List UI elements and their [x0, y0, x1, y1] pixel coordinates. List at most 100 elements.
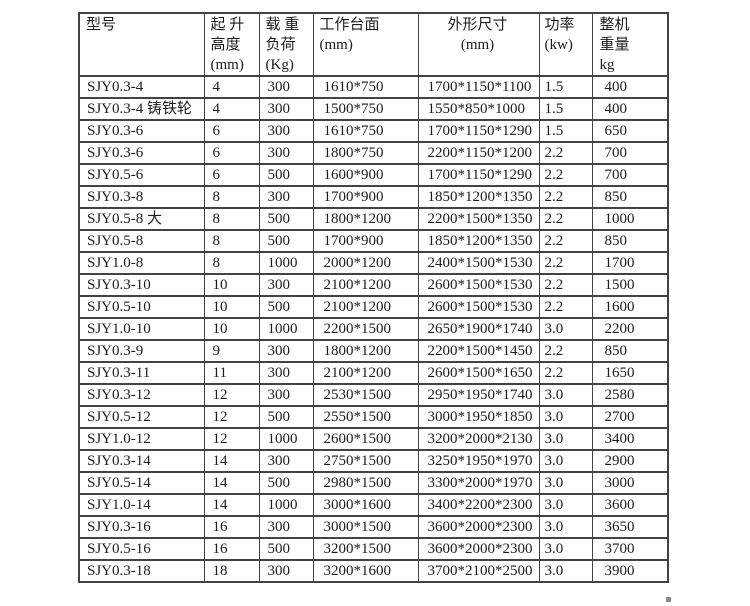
cell-lift-height: 6	[203, 119, 260, 143]
table-row: SJY1.0-14 14 1000 3000*1600 3400*2200*2300 3.…	[78, 493, 669, 517]
cell-dimensions: 3000*1950*1850	[417, 405, 540, 429]
cell-weight: 1650	[591, 361, 669, 385]
cell-lift-height: 8	[203, 229, 260, 253]
cell-dimensions: 2600*1500*1650	[417, 361, 540, 385]
cell-load: 300	[258, 383, 314, 407]
cell-model: SJY0.5-12	[78, 405, 205, 429]
cell-load: 500	[258, 471, 314, 495]
cell-power: 1.5	[538, 75, 593, 99]
cell-lift-height: 14	[203, 449, 260, 473]
cell-load: 300	[258, 361, 314, 385]
header-power: 功率 (kw)	[538, 12, 593, 77]
table-row: SJY0.3-8 8 300 1700*900 1850*1200*1350 2.2 850	[78, 185, 669, 209]
cell-lift-height: 4	[203, 97, 260, 121]
header-weight: 整机 重量 kg	[591, 12, 669, 77]
cell-dimensions: 3700*2100*2500	[417, 559, 540, 583]
cell-power: 3.0	[538, 383, 593, 407]
cell-lift-height: 12	[203, 383, 260, 407]
cell-weight: 3400	[591, 427, 669, 451]
cell-lift-height: 4	[203, 75, 260, 99]
cell-weight: 400	[591, 75, 669, 99]
table-row: SJY0.3-4 4 300 1610*750 1700*1150*1100 1.5 400	[78, 75, 669, 99]
cell-model: SJY1.0-8	[78, 251, 205, 275]
cell-platform: 2530*1500	[312, 383, 419, 407]
cell-dimensions: 3200*2000*2130	[417, 427, 540, 451]
cell-platform: 2980*1500	[312, 471, 419, 495]
cell-model: SJY0.3-11	[78, 361, 205, 385]
table-row: SJY0.3-6 6 300 1800*750 2200*1150*1200 2.2 700	[78, 141, 669, 165]
cell-platform: 3200*1600	[312, 559, 419, 583]
cell-dimensions: 3600*2000*2300	[417, 537, 540, 561]
cell-model: SJY0.3-10	[78, 273, 205, 297]
cell-dimensions: 3400*2200*2300	[417, 493, 540, 517]
cell-power: 3.0	[538, 515, 593, 539]
cell-platform: 1610*750	[312, 119, 419, 143]
cell-model: SJY0.3-12	[78, 383, 205, 407]
cell-model: SJY0.3-14	[78, 449, 205, 473]
cell-weight: 1000	[591, 207, 669, 231]
cell-platform: 2750*1500	[312, 449, 419, 473]
cell-weight: 400	[591, 97, 669, 121]
cell-dimensions: 2400*1500*1530	[417, 251, 540, 275]
cell-weight: 2700	[591, 405, 669, 429]
cell-load: 300	[258, 515, 314, 539]
cell-load: 500	[258, 295, 314, 319]
cell-power: 2.2	[538, 339, 593, 363]
cell-lift-height: 18	[203, 559, 260, 583]
table-row: SJY1.0-8 8 1000 2000*1200 2400*1500*1530 2.2 1…	[78, 251, 669, 275]
cell-weight: 850	[591, 339, 669, 363]
header-platform: 工作台面 (mm)	[312, 12, 419, 77]
cell-weight: 1500	[591, 273, 669, 297]
cell-load: 300	[258, 559, 314, 583]
cell-power: 1.5	[538, 97, 593, 121]
table-row: SJY0.5-16 16 500 3200*1500 3600*2000*2300 3.0…	[78, 537, 669, 561]
cell-model: SJY0.3-4 铸铁轮	[78, 97, 205, 121]
cell-load: 500	[258, 537, 314, 561]
cell-model: SJY0.3-6	[78, 119, 205, 143]
cell-dimensions: 1550*850*1000	[417, 97, 540, 121]
table-row: SJY0.3-4 铸铁轮 4 300 1500*750 1550*850*1000 1.5…	[78, 97, 669, 121]
cell-weight: 3000	[591, 471, 669, 495]
table-row: SJY0.5-12 12 500 2550*1500 3000*1950*1850 3.0…	[78, 405, 669, 429]
cell-weight: 1700	[591, 251, 669, 275]
cell-lift-height: 9	[203, 339, 260, 363]
cell-power: 2.2	[538, 229, 593, 253]
table-row: SJY0.3-10 10 300 2100*1200 2600*1500*1530 2.2…	[78, 273, 669, 297]
cell-platform: 2100*1200	[312, 273, 419, 297]
cell-weight: 2200	[591, 317, 669, 341]
cell-power: 3.0	[538, 449, 593, 473]
header-row: 型号 起 升 高度 (mm) 载 重 负荷 (Kg) 工作台面 (mm) 外	[78, 12, 669, 77]
table-row: SJY0.3-18 18 300 3200*1600 3700*2100*2500 3.0…	[78, 559, 669, 583]
cell-model: SJY1.0-14	[78, 493, 205, 517]
header-dimensions: 外形尺寸 (mm)	[417, 12, 540, 77]
cell-power: 3.0	[538, 405, 593, 429]
cell-platform: 1800*1200	[312, 339, 419, 363]
table-row: SJY0.3-11 11 300 2100*1200 2600*1500*1650 2.2…	[78, 361, 669, 385]
cell-power: 2.2	[538, 251, 593, 275]
resize-handle-dot	[666, 597, 671, 602]
cell-load: 300	[258, 119, 314, 143]
table-row: SJY0.3-14 14 300 2750*1500 3250*1950*1970 3.0…	[78, 449, 669, 473]
header-model: 型号	[78, 12, 205, 77]
cell-platform: 1700*900	[312, 185, 419, 209]
cell-platform: 1500*750	[312, 97, 419, 121]
cell-power: 2.2	[538, 185, 593, 209]
cell-lift-height: 8	[203, 185, 260, 209]
cell-power: 1.5	[538, 119, 593, 143]
cell-weight: 850	[591, 185, 669, 209]
table-row: SJY0.3-6 6 300 1610*750 1700*1150*1290 1.5 650	[78, 119, 669, 143]
table-row: SJY0.3-9 9 300 1800*1200 2200*1500*1450 2.2 85…	[78, 339, 669, 363]
cell-platform: 3000*1500	[312, 515, 419, 539]
cell-load: 300	[258, 273, 314, 297]
cell-power: 3.0	[538, 537, 593, 561]
cell-power: 3.0	[538, 471, 593, 495]
cell-power: 3.0	[538, 427, 593, 451]
cell-load: 300	[258, 75, 314, 99]
cell-load: 1000	[258, 251, 314, 275]
cell-dimensions: 2950*1950*1740	[417, 383, 540, 407]
cell-model: SJY0.5-8	[78, 229, 205, 253]
cell-lift-height: 12	[203, 427, 260, 451]
cell-weight: 700	[591, 141, 669, 165]
spec-table: 型号 起 升 高度 (mm) 载 重 负荷 (Kg) 工作台面 (mm) 外	[78, 12, 669, 583]
